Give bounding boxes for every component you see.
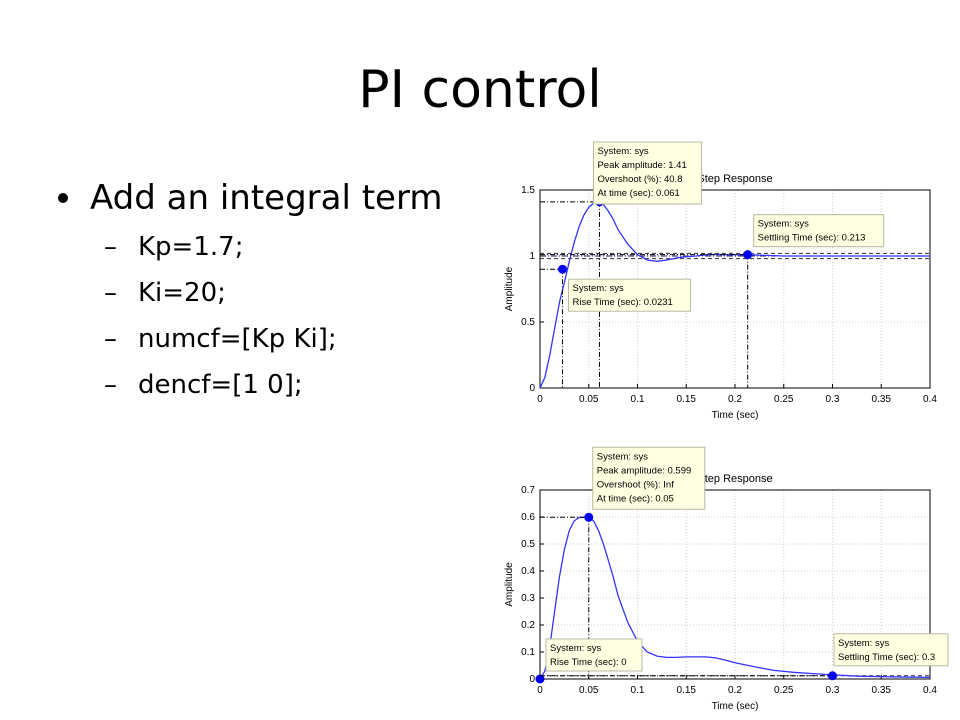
datatip-peak xyxy=(592,446,706,510)
sub-bullet-ki: – Ki=20; xyxy=(104,270,442,316)
x-tick-label: 0.4 xyxy=(923,685,937,696)
datatip-line: Rise Time (sec): 0.0231 xyxy=(573,297,673,308)
y-tick-label: 0 xyxy=(529,383,535,394)
x-tick-label: 0 xyxy=(537,394,543,405)
datatip-settling xyxy=(753,214,885,248)
sub-bullet-numcf: – numcf=[Kp Ki]; xyxy=(104,316,442,362)
datatip-line: System: sys xyxy=(758,219,809,230)
x-axis-label: Time (sec) xyxy=(712,701,759,712)
data-marker-settling xyxy=(743,250,753,260)
dash-icon: – xyxy=(104,232,117,262)
y-tick-label: 0.1 xyxy=(521,647,535,658)
datatip-line: System: sys xyxy=(573,283,624,294)
y-tick-label: 1.5 xyxy=(521,185,535,196)
y-tick-label: 0 xyxy=(529,674,535,685)
datatip-line: Settling Time (sec): 0.213 xyxy=(758,233,866,244)
datatip-line: System: sys xyxy=(597,451,648,462)
y-axis-label: Amplitude xyxy=(504,266,515,311)
sub-bullet-text: dencf=[1 0]; xyxy=(138,370,303,400)
dash-icon: – xyxy=(104,324,117,354)
step-response-chart: 0 0.05 0.1 0.15 0.2 0.25 0.3 0.35 0.4 0 0.1 0.2 0.3 0… xyxy=(504,446,949,712)
y-axis-label: Amplitude xyxy=(504,562,515,607)
data-marker-settling xyxy=(828,671,837,681)
datatip-peak xyxy=(592,141,702,205)
x-tick-label: 0.1 xyxy=(631,394,645,405)
y-tick-label: 0.5 xyxy=(521,539,535,550)
bullet-list: Add an integral term – Kp=1.7; – Ki=20; – n… xyxy=(58,178,442,408)
x-tick-label: 0.25 xyxy=(774,394,794,405)
x-tick-label: 0.15 xyxy=(677,685,697,696)
datatip-line: At time (sec): 0.061 xyxy=(597,188,679,199)
y-tick-label: 0.7 xyxy=(521,485,535,496)
x-tick-label: 0.15 xyxy=(677,394,697,405)
bullet-item: Add an integral term xyxy=(58,178,442,218)
x-axis-label: Time (sec) xyxy=(712,410,759,421)
y-tick-label: 1 xyxy=(529,251,535,262)
y-tick-label: 0.6 xyxy=(521,512,535,523)
chart-title: Step Response xyxy=(697,473,772,485)
bullet-dot-icon xyxy=(58,193,68,203)
dash-icon: – xyxy=(104,370,117,400)
slide-title: PI control xyxy=(358,60,602,120)
y-tick-label: 0.5 xyxy=(521,317,535,328)
step-response-plot-control-effort: 0 0.05 0.1 0.15 0.2 0.25 0.3 0.35 0.4 0 0.1 0.2 0.3 0… xyxy=(500,445,950,720)
sub-bullet-text: Kp=1.7; xyxy=(138,232,244,262)
y-tick-label: 0.4 xyxy=(521,566,535,577)
x-tick-label: 0.25 xyxy=(774,685,794,696)
x-tick-label: 0.3 xyxy=(826,685,840,696)
sub-bullet-list: – Kp=1.7; – Ki=20; – numcf=[Kp Ki]; – dencf=… xyxy=(104,224,442,408)
x-tick-label: 0 xyxy=(537,685,543,696)
x-tick-label: 0.3 xyxy=(826,394,840,405)
datatip-line: System: sys xyxy=(838,638,889,649)
data-marker-rise xyxy=(535,674,545,684)
sub-bullet-dencf: – dencf=[1 0]; xyxy=(104,362,442,408)
sub-bullet-text: Ki=20; xyxy=(138,278,226,308)
y-tick-label: 0.2 xyxy=(521,620,535,631)
x-tick-label: 0.05 xyxy=(579,685,599,696)
x-tick-label: 0.05 xyxy=(579,394,599,405)
datatip-line: Overshoot (%): Inf xyxy=(597,479,674,490)
datatip-line: Settling Time (sec): 0.3 xyxy=(838,652,935,663)
datatip-line: Peak amplitude: 1.41 xyxy=(597,160,686,171)
step-response-plot-pi: 0 0.05 0.1 0.15 0.2 0.25 0.3 0.35 0.4 0 0.5 1 1.5 Tim… xyxy=(500,140,950,430)
data-marker-rise xyxy=(558,264,568,274)
sub-bullet-kp: – Kp=1.7; xyxy=(104,224,442,270)
x-tick-label: 0.35 xyxy=(872,394,892,405)
datatip-line: Overshoot (%): 40.8 xyxy=(597,174,682,185)
datatip-line: At time (sec): 0.05 xyxy=(597,493,674,504)
step-response-chart: 0 0.05 0.1 0.15 0.2 0.25 0.3 0.35 0.4 0 0.5 1 1.5 Tim… xyxy=(504,141,937,421)
datatip-rise xyxy=(545,638,643,672)
sub-bullet-text: numcf=[Kp Ki]; xyxy=(138,324,337,354)
datatip-line: System: sys xyxy=(597,146,648,157)
datatip-line: System: sys xyxy=(550,643,601,654)
datatip-line: Rise Time (sec): 0 xyxy=(550,657,627,668)
datatip-settling xyxy=(833,633,949,667)
x-tick-label: 0.35 xyxy=(872,685,892,696)
chart-title: Step Response xyxy=(697,173,772,185)
x-tick-label: 0.4 xyxy=(923,394,937,405)
x-tick-label: 0.1 xyxy=(631,685,645,696)
y-tick-label: 0.3 xyxy=(521,593,535,604)
datatip-line: Peak amplitude: 0.599 xyxy=(597,465,692,476)
x-tick-label: 0.2 xyxy=(728,685,742,696)
data-marker-peak xyxy=(584,512,594,522)
bullet-text: Add an integral term xyxy=(90,178,443,218)
x-tick-label: 0.2 xyxy=(728,394,742,405)
dash-icon: – xyxy=(104,278,117,308)
datatip-rise xyxy=(568,278,692,312)
